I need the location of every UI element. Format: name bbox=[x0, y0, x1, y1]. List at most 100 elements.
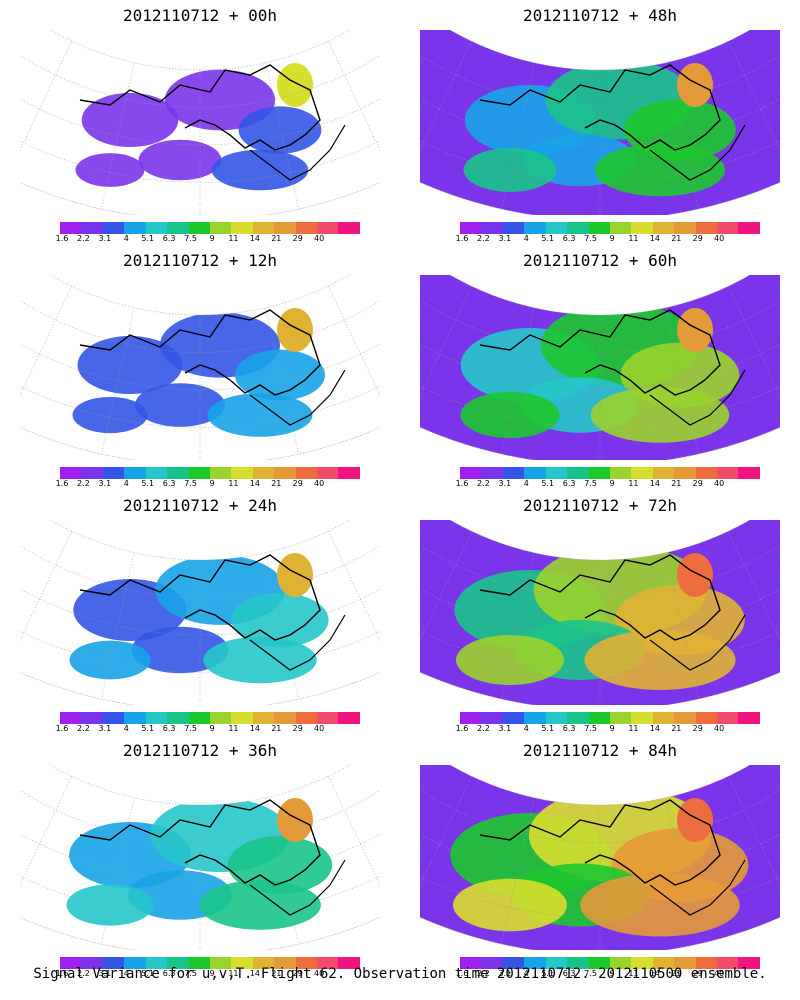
colorbar-label: 21 bbox=[671, 969, 682, 978]
colorbar-label: 4 bbox=[523, 479, 529, 488]
variance-hotspot bbox=[677, 553, 713, 597]
colorbar-label: 6.3 bbox=[162, 969, 176, 978]
colorbar bbox=[460, 712, 760, 724]
colorbar-label: 3.1 bbox=[98, 234, 112, 243]
colorbar-label: 3.1 bbox=[498, 969, 512, 978]
colorbar-label: 40 bbox=[714, 969, 725, 978]
colorbar-swatch bbox=[567, 467, 589, 479]
colorbar-label: 6.3 bbox=[562, 724, 576, 733]
colorbar-label: 4 bbox=[123, 234, 129, 243]
latitude-line bbox=[20, 588, 380, 636]
colorbar-label: 5.1 bbox=[541, 969, 555, 978]
variance-contour bbox=[164, 69, 276, 131]
colorbar-label: 14 bbox=[249, 234, 260, 243]
colorbar-label: 1.6 bbox=[55, 234, 69, 243]
colorbar-swatch bbox=[167, 467, 189, 479]
colorbar-label: 6.3 bbox=[162, 479, 176, 488]
colorbar-swatch bbox=[631, 957, 653, 969]
colorbar-swatch bbox=[738, 957, 760, 969]
colorbar-swatch bbox=[81, 957, 103, 969]
colorbar-swatch bbox=[545, 957, 568, 969]
colorbar-label: 9 bbox=[609, 234, 615, 243]
colorbar-swatch bbox=[145, 222, 168, 234]
colorbar-label: 40 bbox=[714, 724, 725, 733]
colorbar-label: 21 bbox=[671, 479, 682, 488]
variance-contour bbox=[66, 884, 154, 926]
longitude-line bbox=[101, 797, 135, 945]
colorbar-label: 3.1 bbox=[98, 969, 112, 978]
panel-title: 2012110712 + 12h bbox=[122, 251, 278, 270]
variance-contour bbox=[594, 143, 726, 197]
variance-hotspot bbox=[277, 798, 313, 842]
coastline bbox=[479, 554, 721, 641]
colorbar-label: 21 bbox=[271, 479, 282, 488]
colorbar-labels: 1.6 2.2 3.1 4 5.1 6.3 7.5 9 11 14 21 29 40 bbox=[55, 969, 365, 981]
forecast-map bbox=[420, 520, 780, 705]
colorbar-swatch bbox=[209, 957, 232, 969]
colorbar-swatch bbox=[738, 467, 760, 479]
latitude-line bbox=[420, 833, 780, 881]
colorbar-swatch bbox=[460, 712, 482, 724]
longitude-line bbox=[420, 776, 472, 886]
colorbar bbox=[460, 957, 760, 969]
colorbar-swatch bbox=[609, 467, 632, 479]
colorbar-label: 1.6 bbox=[455, 724, 469, 733]
colorbar-label: 3.1 bbox=[98, 479, 112, 488]
variance-contour bbox=[207, 393, 313, 437]
colorbar-label: 1.6 bbox=[455, 969, 469, 978]
colorbar-label: 11 bbox=[228, 969, 239, 978]
colorbar-swatch bbox=[231, 712, 253, 724]
variance-contour bbox=[584, 630, 736, 690]
colorbar-swatch bbox=[167, 712, 189, 724]
colorbar-swatch bbox=[295, 712, 318, 724]
colorbar-swatch bbox=[231, 467, 253, 479]
variance-contour bbox=[460, 391, 560, 439]
colorbar-swatch bbox=[609, 957, 632, 969]
colorbar-swatch bbox=[60, 222, 82, 234]
map-panel: 2012110712 + 72h 1.6 2.2 3.1 4 5.1 6.3 7.5 9 11 14… bbox=[400, 490, 800, 735]
latitude-line bbox=[420, 630, 780, 673]
colorbar-label: 6.3 bbox=[162, 724, 176, 733]
colorbar-label: 5.1 bbox=[141, 724, 155, 733]
colorbar-swatch bbox=[295, 467, 318, 479]
colorbar-swatch bbox=[717, 712, 739, 724]
colorbar-label: 7.5 bbox=[584, 479, 597, 488]
colorbar-swatch bbox=[317, 222, 339, 234]
variance-hotspot bbox=[277, 63, 313, 107]
colorbar-label: 6.3 bbox=[562, 969, 576, 978]
coastline bbox=[649, 614, 746, 671]
latitude-line bbox=[20, 630, 380, 673]
colorbar-swatch bbox=[652, 712, 675, 724]
colorbar-swatch bbox=[652, 467, 675, 479]
colorbar-swatch bbox=[274, 712, 296, 724]
coastline bbox=[249, 859, 346, 916]
colorbar-swatch bbox=[460, 222, 482, 234]
colorbar-label: 40 bbox=[314, 234, 325, 243]
colorbar bbox=[460, 222, 760, 234]
longitude-line bbox=[265, 797, 299, 945]
colorbar-label: 1.6 bbox=[455, 479, 469, 488]
colorbar-label: 4 bbox=[523, 234, 529, 243]
variance-contour bbox=[235, 349, 325, 401]
variance-contour bbox=[227, 836, 333, 894]
longitude-line bbox=[328, 286, 380, 396]
map-panel: 2012110712 + 84h 1.6 2.2 3.1 4 5.1 6.3 7.5 9 11 14… bbox=[400, 735, 800, 980]
colorbar-swatch bbox=[695, 222, 718, 234]
longitude-line bbox=[20, 286, 72, 396]
colorbar-swatch bbox=[652, 222, 675, 234]
forecast-map bbox=[420, 765, 780, 950]
colorbar-swatch bbox=[81, 222, 103, 234]
colorbar-labels: 1.6 2.2 3.1 4 5.1 6.3 7.5 9 11 14 21 29 40 bbox=[55, 479, 365, 491]
colorbar-label: 4 bbox=[523, 969, 529, 978]
colorbar-label: 29 bbox=[692, 969, 703, 978]
colorbar-swatch bbox=[188, 957, 210, 969]
colorbar-label: 3.1 bbox=[498, 234, 512, 243]
variance-contour bbox=[453, 878, 567, 932]
coastline bbox=[649, 369, 746, 426]
colorbar-label: 11 bbox=[628, 479, 639, 488]
colorbar-label: 29 bbox=[292, 479, 303, 488]
latitude-line bbox=[420, 343, 780, 391]
colorbar-swatch bbox=[717, 957, 739, 969]
colorbar-swatch bbox=[588, 957, 610, 969]
colorbar-swatch bbox=[274, 222, 296, 234]
